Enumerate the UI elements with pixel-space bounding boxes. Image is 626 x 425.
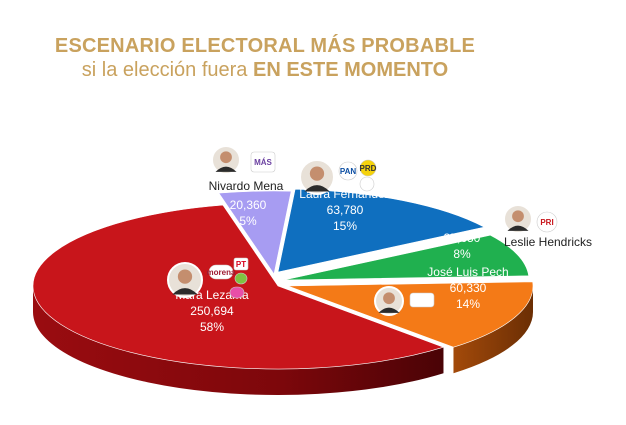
slice-label: 58% [200, 320, 224, 334]
slice-label: 20,360 [230, 198, 267, 212]
svg-text:morena: morena [207, 268, 236, 277]
pie-sides [33, 286, 533, 395]
nivardo-avatar [211, 145, 241, 175]
svg-text:PT: PT [236, 260, 246, 269]
svg-text:MÁS: MÁS [254, 158, 272, 167]
chart-title: ESCENARIO ELECTORAL MÁS PROBABLE si la e… [0, 34, 530, 82]
jose-avatar [374, 286, 404, 316]
slice-label: 63,780 [327, 203, 364, 217]
slice-leslie-hendricks [283, 234, 530, 281]
slice-side-4 [33, 286, 444, 395]
svg-text:PRD: PRD [360, 164, 377, 173]
mara-avatar [167, 262, 203, 298]
prd-logo-icon: PRD [360, 159, 377, 177]
confianza-logo-icon [359, 176, 375, 192]
slice-label: 60,330 [450, 281, 487, 295]
mas-logo-icon: MÁS [250, 151, 276, 173]
pan-logo-icon: PAN [338, 161, 358, 181]
morena-logo-icon: morena [207, 264, 236, 280]
slice-side-3 [453, 286, 533, 374]
subtitle-prefix: si la elección fuera [81, 59, 253, 81]
slice-label: 250,694 [190, 304, 234, 318]
slice-nivardo-mena [218, 190, 292, 275]
fxm-logo-icon [229, 286, 245, 299]
pie-tops [32, 188, 534, 370]
slice-label: 15% [333, 219, 357, 233]
svg-text:PRI: PRI [540, 218, 553, 227]
candidate-name: Nivardo Mena [209, 179, 284, 193]
mc-logo-icon [409, 292, 435, 308]
slice-label: José Luis Pech [427, 265, 508, 279]
laura-avatar [299, 159, 335, 195]
slice-label: 14% [456, 297, 480, 311]
slice-label: 8% [453, 247, 471, 261]
candidate-name: Leslie Hendricks [504, 235, 592, 249]
svg-text:PAN: PAN [340, 167, 357, 176]
pri-logo-icon: PRI [536, 211, 558, 233]
title-line-1: ESCENARIO ELECTORAL MÁS PROBABLE [54, 35, 476, 57]
title-line-2: si la elección fuera EN ESTE MOMENTO [0, 58, 530, 82]
slice-label: 5% [239, 214, 257, 228]
slice-jos-luis-pech [287, 281, 534, 348]
slice-label: 35,650 [444, 231, 481, 245]
leslie-avatar [503, 204, 533, 234]
pt-logo-icon: PT [233, 257, 249, 271]
subtitle-bold: EN ESTE MOMENTO [252, 59, 449, 81]
verde-logo-icon [234, 272, 248, 285]
